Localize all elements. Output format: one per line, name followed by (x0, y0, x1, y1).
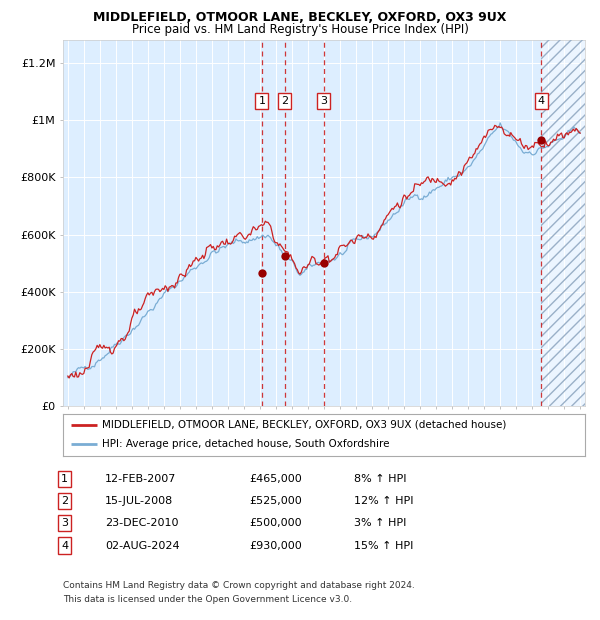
Bar (541, 40, 585, 406)
Text: MIDDLEFIELD, OTMOOR LANE, BECKLEY, OXFORD, OX3 9UX (detached house): MIDDLEFIELD, OTMOOR LANE, BECKLEY, OXFOR… (102, 420, 506, 430)
Text: 8% ↑ HPI: 8% ↑ HPI (354, 474, 407, 484)
Text: 15% ↑ HPI: 15% ↑ HPI (354, 541, 413, 551)
Text: Contains HM Land Registry data © Crown copyright and database right 2024.: Contains HM Land Registry data © Crown c… (63, 582, 415, 590)
Text: MIDDLEFIELD, OTMOOR LANE, BECKLEY, OXFORD, OX3 9UX: MIDDLEFIELD, OTMOOR LANE, BECKLEY, OXFOR… (94, 11, 506, 24)
Text: 3% ↑ HPI: 3% ↑ HPI (354, 518, 406, 528)
Text: £465,000: £465,000 (249, 474, 302, 484)
Text: 15-JUL-2008: 15-JUL-2008 (105, 496, 173, 506)
Text: 1: 1 (61, 474, 68, 484)
Text: 3: 3 (320, 95, 327, 105)
Text: 4: 4 (538, 95, 545, 105)
Text: This data is licensed under the Open Government Licence v3.0.: This data is licensed under the Open Gov… (63, 595, 352, 604)
Text: 2: 2 (61, 496, 68, 506)
Text: £930,000: £930,000 (249, 541, 302, 551)
Text: 2: 2 (281, 95, 288, 105)
Text: 02-AUG-2024: 02-AUG-2024 (105, 541, 179, 551)
Text: 1: 1 (259, 95, 265, 105)
Text: HPI: Average price, detached house, South Oxfordshire: HPI: Average price, detached house, Sout… (102, 440, 389, 450)
Text: £525,000: £525,000 (249, 496, 302, 506)
Text: 4: 4 (61, 541, 68, 551)
Text: 3: 3 (61, 518, 68, 528)
Text: 12% ↑ HPI: 12% ↑ HPI (354, 496, 413, 506)
Text: Price paid vs. HM Land Registry's House Price Index (HPI): Price paid vs. HM Land Registry's House … (131, 23, 469, 36)
Bar (541, 40, 585, 406)
Text: £500,000: £500,000 (249, 518, 302, 528)
Text: 23-DEC-2010: 23-DEC-2010 (105, 518, 179, 528)
Text: 12-FEB-2007: 12-FEB-2007 (105, 474, 176, 484)
